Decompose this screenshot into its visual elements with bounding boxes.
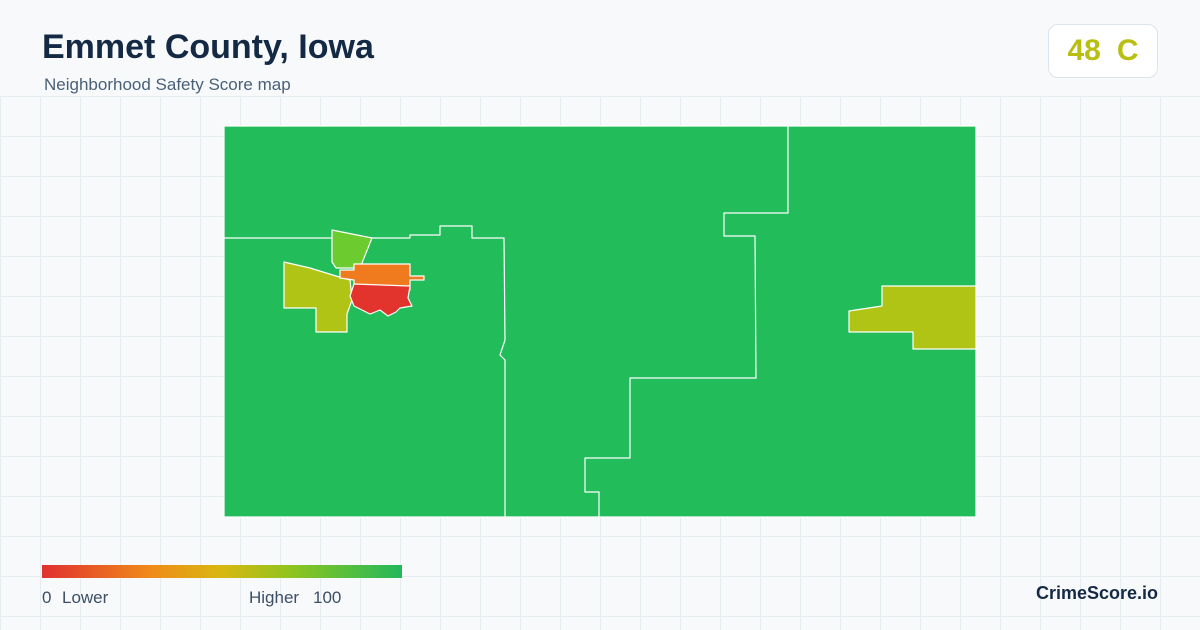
score-value: 48 (1067, 34, 1101, 67)
region-east (848, 285, 977, 350)
legend-gradient (42, 565, 402, 578)
score-grade: C (1116, 34, 1139, 67)
subtitle: Neighborhood Safety Score map (44, 75, 291, 94)
brand: CrimeScore.io (1036, 583, 1159, 603)
legend-max-label: Higher (249, 588, 300, 607)
region-center (349, 283, 413, 317)
boundary (584, 126, 789, 517)
region-center-north (339, 263, 425, 291)
score-badge: 48 C (1048, 24, 1158, 78)
region-west (283, 261, 353, 333)
title: Emmet County, Iowa (42, 28, 374, 66)
legend-min: 0 (42, 588, 52, 607)
legend-min-label: Lower (62, 588, 109, 607)
region-north (331, 229, 373, 269)
legend-max: 100 (313, 588, 342, 607)
boundary (224, 225, 506, 517)
